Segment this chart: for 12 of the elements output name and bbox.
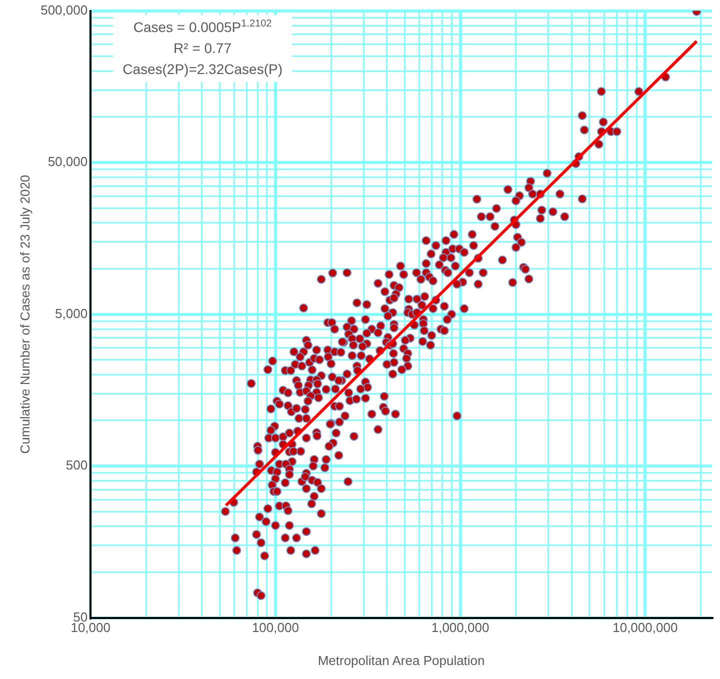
annotation: Cases(2P)=2.32Cases(P)	[122, 60, 282, 79]
y-tick-label: 5,000	[55, 306, 88, 321]
y-tick-label: 500	[66, 458, 88, 473]
x-tick-label: 1,000,000	[431, 620, 490, 636]
x-tick-label: 10,000,000	[612, 620, 678, 636]
y-axis-title: Cumulative Number of Cases as of 23 July 2020	[17, 174, 32, 454]
y-tick-label: 50,000	[48, 154, 88, 170]
x-tick-label: 100,000	[252, 620, 299, 636]
y-tick-label: 500,000	[40, 2, 88, 18]
annotation: Cases = 0.0005P$^{1.2102}$	[132, 17, 273, 37]
annotation: R² = 0.77	[172, 38, 233, 58]
x-axis-title: Metropolitan Area Population	[318, 652, 485, 668]
